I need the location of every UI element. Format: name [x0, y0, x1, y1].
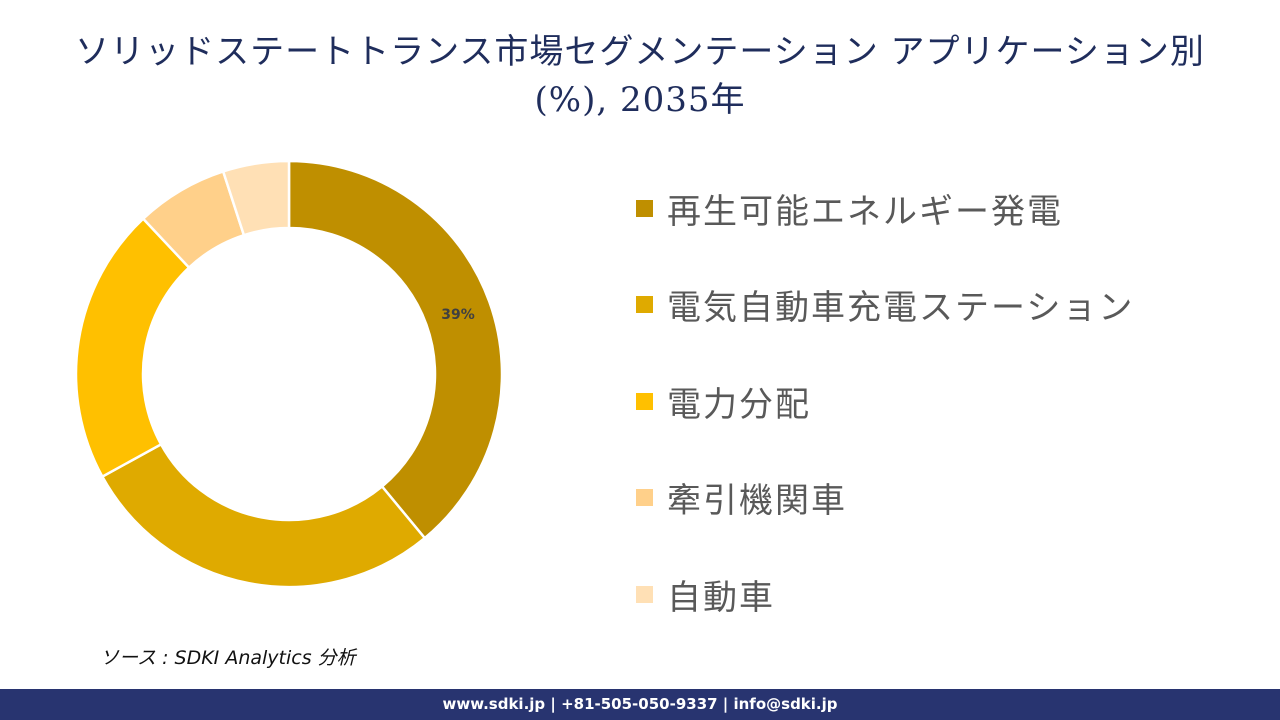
footer-bar: www.sdki.jp | +81-505-050-9337 | info@sd…	[0, 689, 1280, 720]
source-note: ソース : SDKI Analytics 分析	[100, 647, 356, 669]
chart-title: ソリッドステートトランス市場セグメンテーション アプリケーション別 (%), 2…	[0, 28, 1280, 124]
chart-title-line1: ソリッドステートトランス市場セグメンテーション アプリケーション別	[75, 32, 1205, 72]
legend-label: 再生可能エネルギー発電	[667, 191, 1063, 232]
legend-swatch	[636, 296, 653, 314]
legend-swatch	[636, 392, 653, 410]
footer-contact: www.sdki.jp | +81-505-050-9337 | info@sd…	[442, 695, 838, 713]
legend-item-traction: 牽引機関車	[636, 450, 1134, 547]
legend-item-automotive: 自動車	[636, 546, 1134, 643]
legend-label: 電力分配	[667, 384, 811, 425]
donut-chart: 39%	[60, 145, 520, 605]
donut-slice-4	[221, 159, 291, 237]
legend-item-power-distribution: 電力分配	[636, 353, 1134, 450]
donut-slice-0	[287, 159, 504, 540]
donut-slice-2	[74, 216, 191, 479]
legend-swatch	[636, 489, 653, 507]
legend-swatch	[636, 199, 653, 217]
legend-label: 自動車	[667, 577, 775, 618]
donut-svg: 39%	[74, 159, 504, 589]
legend-label: 牽引機関車	[667, 481, 847, 522]
legend-item-ev-charging: 電気自動車充電ステーション	[636, 257, 1134, 354]
legend-label: 電気自動車充電ステーション	[667, 288, 1135, 329]
legend-swatch	[636, 585, 653, 603]
donut-slice-1	[100, 442, 427, 589]
chart-title-line2: (%), 2035年	[534, 80, 746, 120]
legend-item-renewable: 再生可能エネルギー発電	[636, 160, 1134, 257]
slice-label-renewable: 39%	[441, 307, 475, 323]
legend: 再生可能エネルギー発電 電気自動車充電ステーション 電力分配 牽引機関車 自動車	[636, 160, 1134, 643]
